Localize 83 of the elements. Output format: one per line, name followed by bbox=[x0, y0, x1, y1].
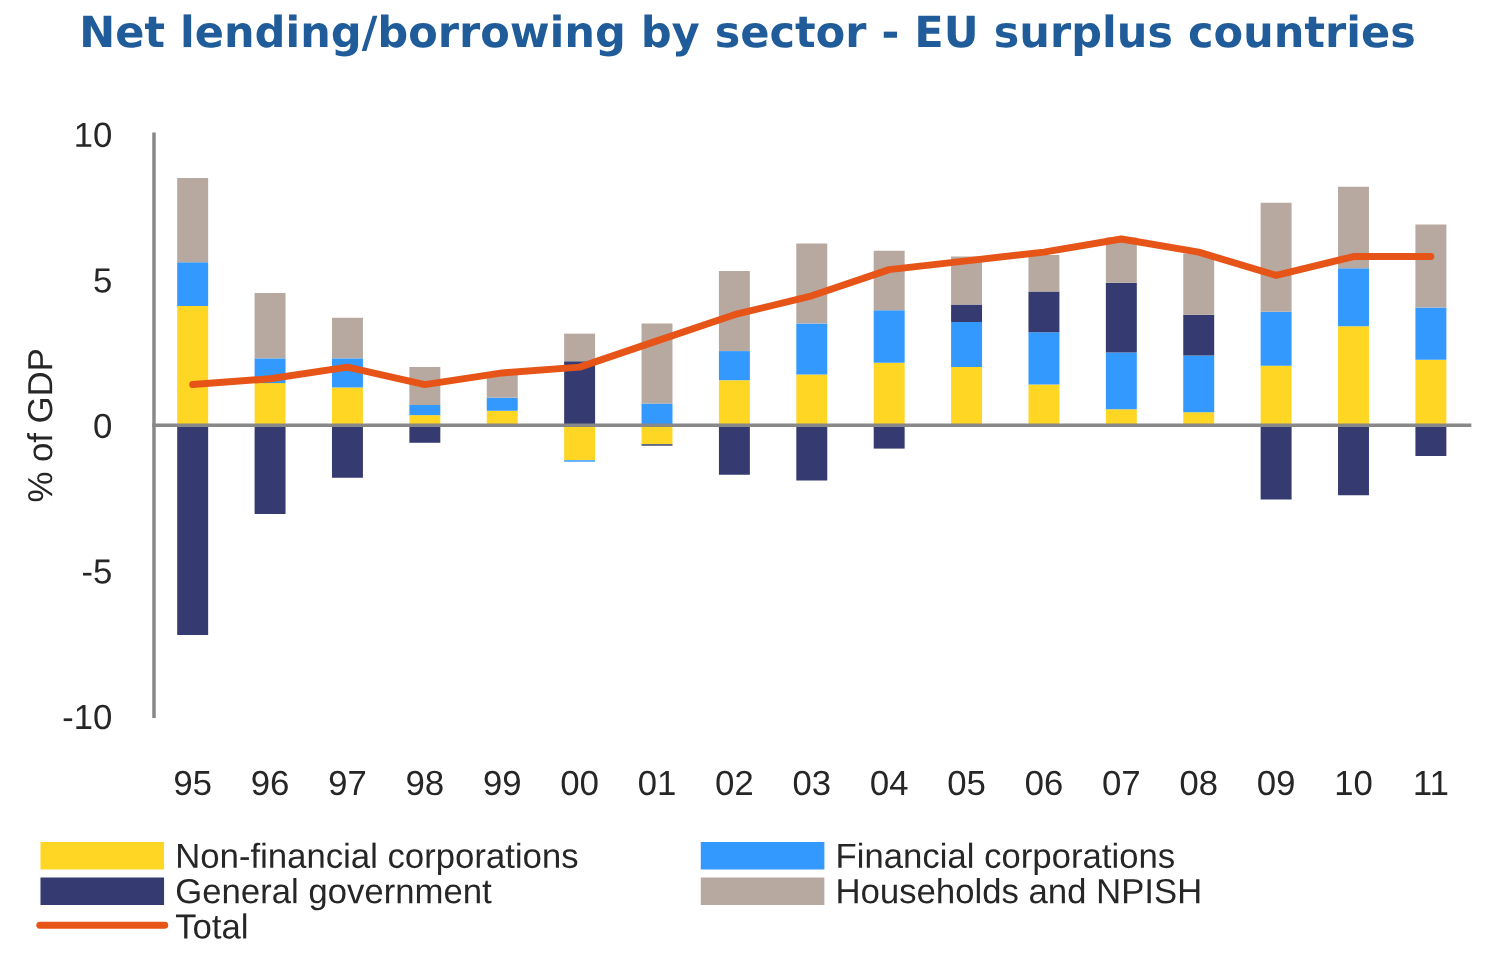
x-tick-label: 96 bbox=[252, 770, 288, 796]
bar bbox=[873, 425, 905, 449]
bar bbox=[1260, 365, 1292, 426]
x-tick-label: 09 bbox=[1258, 770, 1294, 796]
legend-label: Total bbox=[175, 913, 247, 939]
legend-label: Households and NPISH bbox=[838, 877, 1200, 904]
y-tick-label: 5 bbox=[94, 268, 111, 293]
bar bbox=[331, 425, 363, 478]
bar bbox=[1183, 412, 1215, 426]
bar bbox=[1338, 326, 1369, 426]
bar bbox=[951, 304, 983, 322]
bar bbox=[951, 367, 983, 426]
bar bbox=[1183, 314, 1215, 356]
bar bbox=[718, 351, 750, 381]
bar bbox=[254, 292, 286, 359]
x-tick-label: 04 bbox=[871, 770, 908, 796]
x-tick-label: 10 bbox=[1336, 770, 1372, 796]
bar bbox=[331, 317, 363, 359]
x-tick-label: 07 bbox=[1103, 770, 1139, 796]
bar bbox=[177, 177, 209, 263]
bar bbox=[1338, 425, 1369, 496]
bar bbox=[1028, 291, 1060, 333]
y-axis-title: % of GDP bbox=[27, 349, 53, 502]
legend-label: General government bbox=[176, 877, 492, 911]
bar bbox=[564, 425, 596, 461]
y-tick-label: 0 bbox=[94, 413, 111, 439]
legend-label: Non-financial corporations bbox=[178, 842, 578, 876]
x-tick-label: 05 bbox=[948, 770, 985, 796]
bar bbox=[177, 262, 209, 306]
bar bbox=[254, 383, 286, 426]
bar bbox=[177, 305, 209, 426]
bar bbox=[951, 321, 983, 368]
x-tick-label: 99 bbox=[484, 770, 520, 796]
bar bbox=[1105, 409, 1137, 426]
x-tick-label: 97 bbox=[329, 770, 366, 796]
bar bbox=[1415, 425, 1447, 456]
bar bbox=[718, 425, 750, 475]
bar bbox=[1183, 355, 1215, 413]
x-tick-label: 02 bbox=[716, 770, 752, 796]
bar bbox=[254, 425, 286, 515]
bar bbox=[486, 397, 518, 411]
bar bbox=[873, 310, 905, 363]
bar bbox=[1028, 255, 1060, 292]
x-tick-label: 01 bbox=[639, 770, 675, 796]
x-tick-label: 08 bbox=[1180, 770, 1217, 796]
bar bbox=[409, 425, 441, 443]
bar bbox=[486, 410, 518, 426]
chart-title: Net lending/borrowing by sector - EU surplus countries bbox=[83, 14, 1414, 57]
bar bbox=[177, 425, 209, 635]
bar bbox=[796, 425, 828, 481]
bar bbox=[718, 271, 750, 352]
bar bbox=[1028, 384, 1060, 426]
x-tick-label: 98 bbox=[407, 770, 443, 796]
bar bbox=[564, 333, 596, 362]
bar bbox=[409, 404, 441, 416]
bar bbox=[1028, 332, 1060, 385]
bar bbox=[1338, 186, 1369, 269]
x-tick-label: 95 bbox=[175, 770, 211, 796]
x-tick-label: 00 bbox=[561, 770, 598, 796]
x-tick-label: 03 bbox=[793, 770, 830, 796]
bar bbox=[796, 243, 828, 324]
bar bbox=[796, 323, 828, 375]
bar bbox=[1183, 253, 1215, 315]
bar bbox=[1260, 425, 1292, 500]
bar bbox=[331, 387, 363, 426]
bar bbox=[641, 403, 673, 426]
bar bbox=[873, 362, 905, 426]
bar bbox=[796, 374, 828, 426]
bar bbox=[1260, 202, 1292, 312]
x-tick-label: 06 bbox=[1026, 770, 1062, 796]
bar bbox=[718, 380, 750, 426]
x-tick-label: 11 bbox=[1415, 771, 1448, 795]
legend-label: Financial corporations bbox=[838, 842, 1174, 876]
bar bbox=[1338, 268, 1369, 327]
bar bbox=[1260, 311, 1292, 366]
bar bbox=[1105, 282, 1137, 353]
bar bbox=[1415, 224, 1447, 308]
y-tick-label: 10 bbox=[76, 122, 111, 148]
bar bbox=[1105, 352, 1137, 410]
bar bbox=[1415, 359, 1447, 426]
y-tick-label: -5 bbox=[82, 559, 111, 584]
y-tick-label: -10 bbox=[63, 704, 111, 730]
bar bbox=[1415, 307, 1447, 360]
